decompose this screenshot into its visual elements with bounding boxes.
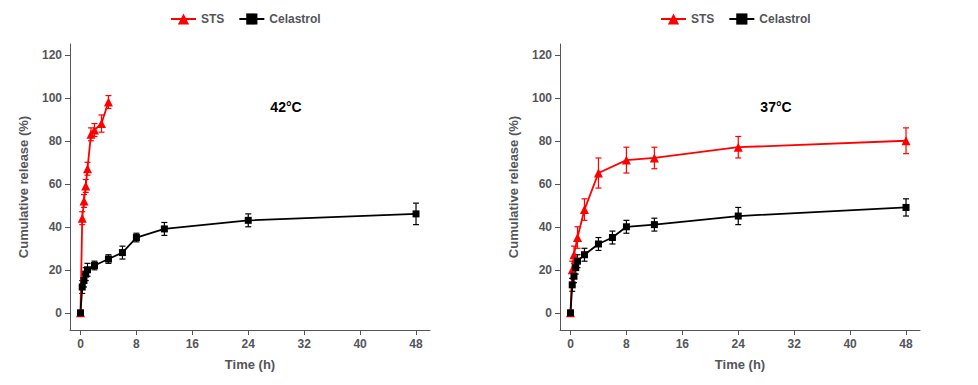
svg-text:0: 0 xyxy=(55,306,62,320)
svg-text:120: 120 xyxy=(532,48,552,62)
svg-text:Celastrol: Celastrol xyxy=(269,12,320,26)
svg-text:Cumulative release (%): Cumulative release (%) xyxy=(16,116,31,258)
svg-text:40: 40 xyxy=(49,220,63,234)
svg-text:8: 8 xyxy=(623,337,630,351)
svg-text:32: 32 xyxy=(297,337,311,351)
svg-text:40: 40 xyxy=(539,220,553,234)
svg-text:16: 16 xyxy=(186,337,200,351)
svg-text:24: 24 xyxy=(242,337,256,351)
svg-text:16: 16 xyxy=(676,337,690,351)
svg-text:Time (h): Time (h) xyxy=(715,357,765,372)
svg-text:STS: STS xyxy=(201,12,224,26)
svg-text:0: 0 xyxy=(545,306,552,320)
svg-text:0: 0 xyxy=(77,337,84,351)
svg-text:Celastrol: Celastrol xyxy=(759,12,810,26)
svg-text:48: 48 xyxy=(899,337,913,351)
svg-text:Cumulative release (%): Cumulative release (%) xyxy=(506,116,521,258)
svg-text:60: 60 xyxy=(49,177,63,191)
svg-text:40: 40 xyxy=(353,337,367,351)
svg-text:32: 32 xyxy=(787,337,801,351)
svg-text:100: 100 xyxy=(42,91,62,105)
svg-text:80: 80 xyxy=(49,134,63,148)
svg-text:STS: STS xyxy=(691,12,714,26)
svg-text:48: 48 xyxy=(409,337,423,351)
svg-text:60: 60 xyxy=(539,177,553,191)
svg-text:24: 24 xyxy=(732,337,746,351)
svg-text:40: 40 xyxy=(843,337,857,351)
svg-text:8: 8 xyxy=(133,337,140,351)
svg-text:20: 20 xyxy=(539,263,553,277)
svg-text:20: 20 xyxy=(49,263,63,277)
svg-text:120: 120 xyxy=(42,48,62,62)
svg-text:Time (h): Time (h) xyxy=(225,357,275,372)
svg-text:37°C: 37°C xyxy=(760,99,791,115)
svg-text:100: 100 xyxy=(532,91,552,105)
svg-text:42°C: 42°C xyxy=(270,99,301,115)
svg-text:80: 80 xyxy=(539,134,553,148)
svg-text:0: 0 xyxy=(567,337,574,351)
